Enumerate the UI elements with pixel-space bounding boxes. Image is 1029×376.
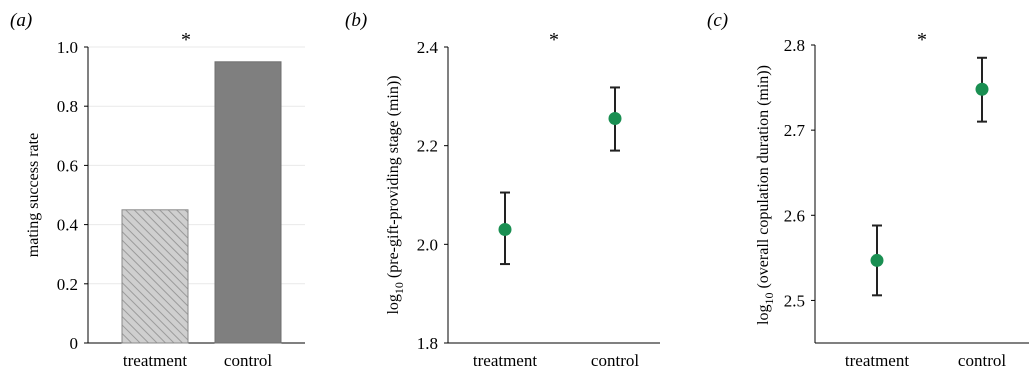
- data-point-control: [608, 112, 622, 126]
- y-tick-label: 2.7: [784, 121, 806, 140]
- x-category-label: control: [958, 351, 1006, 370]
- y-tick-label: 0.6: [57, 156, 78, 175]
- y-tick-label: 2.5: [784, 291, 805, 310]
- y-tick-label: 0.2: [57, 275, 78, 294]
- significance-star: *: [549, 29, 559, 51]
- y-axis-label: log10 (pre-gift-providing stage (min)): [385, 75, 406, 314]
- y-axis-label-base: log: [755, 305, 772, 325]
- y-axis-label: mating success rate: [25, 133, 42, 257]
- y-axis-label-text: (overall copulation duration (min)): [755, 65, 772, 292]
- y-tick-label: 0.4: [57, 216, 79, 235]
- y-tick-label: 2.0: [417, 235, 438, 254]
- significance-star: *: [181, 29, 191, 51]
- bar-treatment: [121, 209, 189, 344]
- y-axis-label-base: log: [385, 294, 402, 314]
- y-tick-label: 2.4: [417, 38, 439, 57]
- panel-a: (a) 0 0.2 0.4 0.6 0.8 1.0 mating success rate tr…: [10, 10, 305, 370]
- y-tick-label: 1.8: [417, 334, 438, 353]
- bar-control: [214, 61, 282, 344]
- y-tick-label: 0.8: [57, 97, 78, 116]
- data-point-treatment: [870, 253, 884, 267]
- data-point-treatment: [498, 223, 512, 237]
- y-axis-label: log10 (overall copulation duration (min)…: [755, 65, 776, 325]
- panel-b: (b) 1.8 2.0 2.2 2.4 log10 (pre-gift-providing…: [345, 10, 660, 370]
- panel-label: (c): [707, 10, 728, 31]
- panel-label: (b): [345, 10, 367, 31]
- panel-label: (a): [10, 10, 32, 31]
- significance-star: *: [917, 29, 927, 51]
- y-axis-label-text: (pre-gift-providing stage (min)): [385, 75, 402, 282]
- y-tick-label: 2.2: [417, 137, 438, 156]
- y-axis-label-subscript: 10: [762, 293, 776, 305]
- y-tick-label: 2.6: [784, 206, 805, 225]
- x-category-label: control: [591, 351, 639, 370]
- y-tick-label: 0: [70, 334, 79, 353]
- x-category-label: treatment: [845, 351, 909, 370]
- x-category-label: treatment: [473, 351, 537, 370]
- data-point-control: [975, 82, 989, 96]
- y-axis-label-subscript: 10: [392, 282, 406, 294]
- panel-c: (c) 2.5 2.6 2.7 2.8 log10 (overall copulation…: [707, 10, 1029, 370]
- x-category-label: treatment: [123, 351, 187, 370]
- y-tick-label: 1.0: [57, 38, 78, 57]
- x-category-label: control: [224, 351, 272, 370]
- y-tick-label: 2.8: [784, 36, 805, 55]
